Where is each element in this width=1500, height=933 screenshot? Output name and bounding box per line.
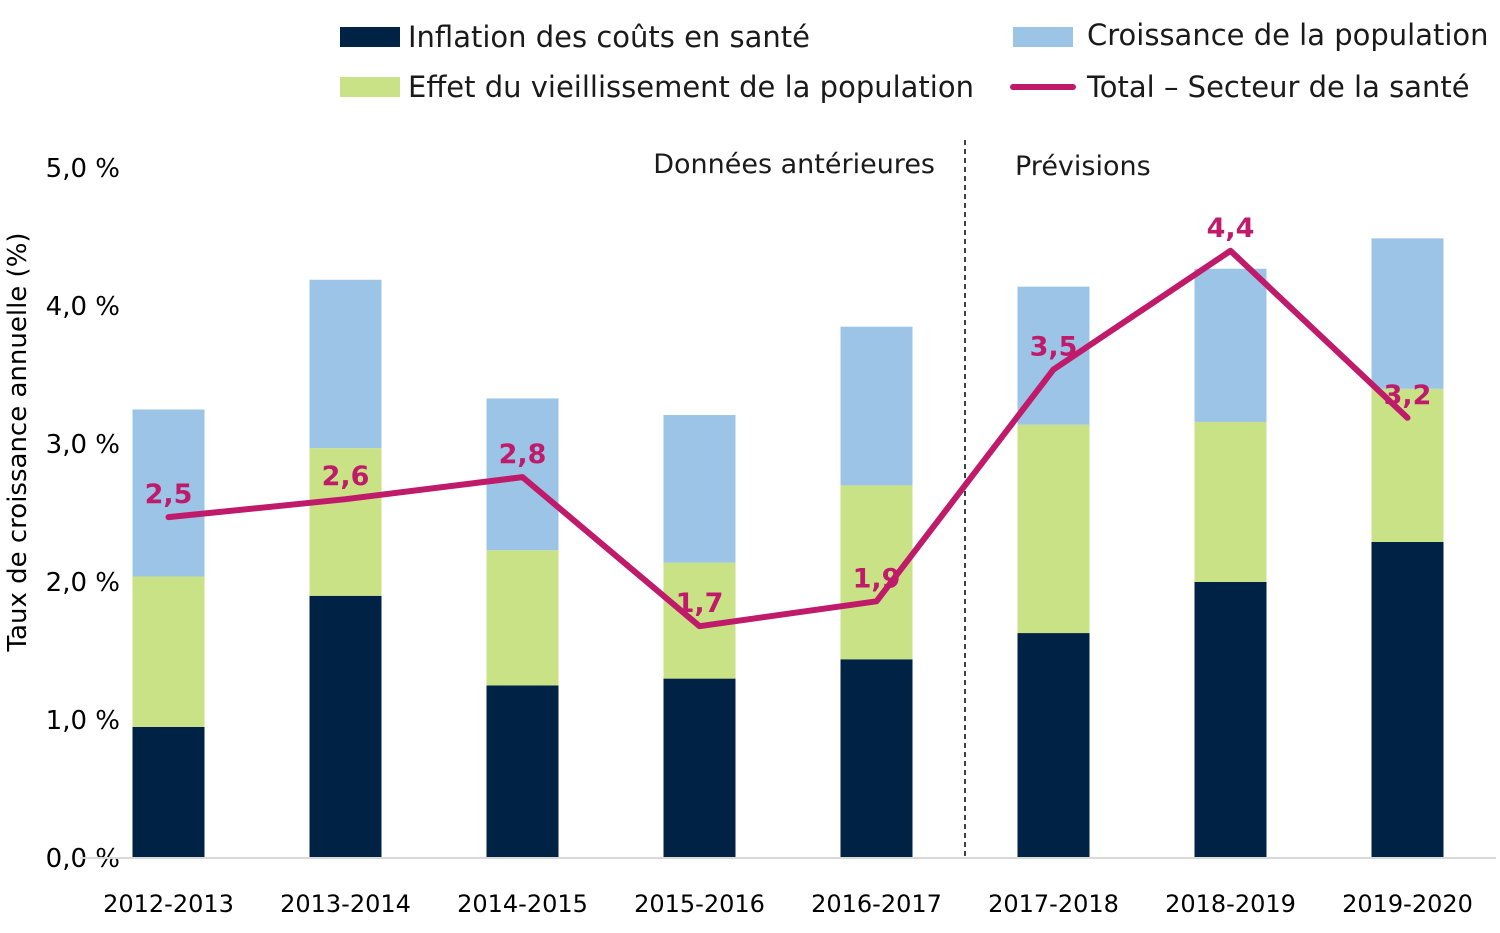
total-data-label: 2,8	[499, 439, 547, 470]
bar-segment-1	[840, 659, 913, 858]
bar-segment-2	[486, 550, 559, 686]
y-tick-label: 3,0 %	[46, 430, 120, 460]
legend-swatch-population-growth	[1013, 27, 1073, 47]
bar-segment-2	[1017, 424, 1090, 634]
x-tick-label: 2017-2018	[988, 890, 1119, 918]
section-label-forecast: Prévisions	[1015, 151, 1151, 182]
legend-label-inflation: Inflation des coûts en santé	[408, 20, 810, 54]
legend-swatch-aging	[340, 77, 400, 97]
x-tick-label: 2019-2020	[1342, 890, 1473, 918]
x-tick-label: 2016-2017	[811, 890, 942, 918]
x-axis-ticks: 2012-2013 2013-2014 2014-2015 2015-2016 2016…	[103, 890, 1473, 918]
bar-segment-2	[1194, 421, 1267, 582]
bar-segment-1	[486, 685, 559, 858]
bar-segment-3	[1194, 268, 1267, 422]
bar-segment-1	[1371, 541, 1444, 858]
total-data-label: 2,5	[145, 479, 193, 510]
y-tick-label: 5,0 %	[46, 154, 120, 184]
bar-segment-1	[132, 726, 205, 858]
legend-label-population-growth: Croissance de la population	[1087, 18, 1489, 52]
total-data-label: 3,2	[1384, 380, 1432, 411]
section-label-historical: Données antérieures	[653, 149, 935, 180]
legend-label-total: Total – Secteur de la santé	[1086, 70, 1470, 104]
total-data-label: 1,7	[676, 588, 724, 619]
x-tick-label: 2018-2019	[1165, 890, 1296, 918]
x-tick-label: 2015-2016	[634, 890, 765, 918]
x-tick-label: 2012-2013	[103, 890, 234, 918]
bar-segment-2	[132, 576, 205, 727]
bar-segment-1	[1194, 582, 1267, 858]
legend-swatch-inflation	[340, 27, 400, 47]
y-tick-label: 1,0 %	[46, 706, 120, 736]
bar-segment-1	[1017, 633, 1090, 858]
total-data-label: 3,5	[1030, 331, 1078, 362]
legend-label-aging: Effet du vieillissement de la population	[408, 70, 974, 104]
bar-segment-3	[663, 415, 736, 563]
bar-segment-3	[132, 409, 205, 577]
y-axis-ticks: 0,0 %1,0 %2,0 %3,0 %4,0 %5,0 %	[46, 154, 120, 874]
bar-segment-2	[1371, 388, 1444, 542]
bar-segment-3	[840, 326, 913, 486]
total-line	[165, 247, 1411, 630]
x-tick-label: 2014-2015	[457, 890, 588, 918]
bar-segment-3	[309, 279, 382, 449]
y-axis-label: Taux de croissance annuelle (%)	[3, 232, 33, 652]
y-tick-label: 2,0 %	[46, 568, 120, 598]
bar-segment-3	[1371, 238, 1444, 389]
total-data-label: 4,4	[1207, 213, 1255, 244]
total-data-label: 2,6	[322, 461, 370, 492]
legend: Inflation des coûts en santé Croissance …	[340, 18, 1489, 104]
bar-segment-2	[309, 448, 382, 596]
total-data-label: 1,9	[853, 563, 901, 594]
bar-segment-1	[663, 678, 736, 858]
y-tick-label: 4,0 %	[46, 292, 120, 322]
bar-segment-1	[309, 595, 382, 858]
x-tick-label: 2013-2014	[280, 890, 411, 918]
total-data-labels: 2,5 2,6 2,8 1,7 1,9 3,5 4,4 3,2	[145, 213, 1432, 619]
bars	[132, 238, 1444, 858]
